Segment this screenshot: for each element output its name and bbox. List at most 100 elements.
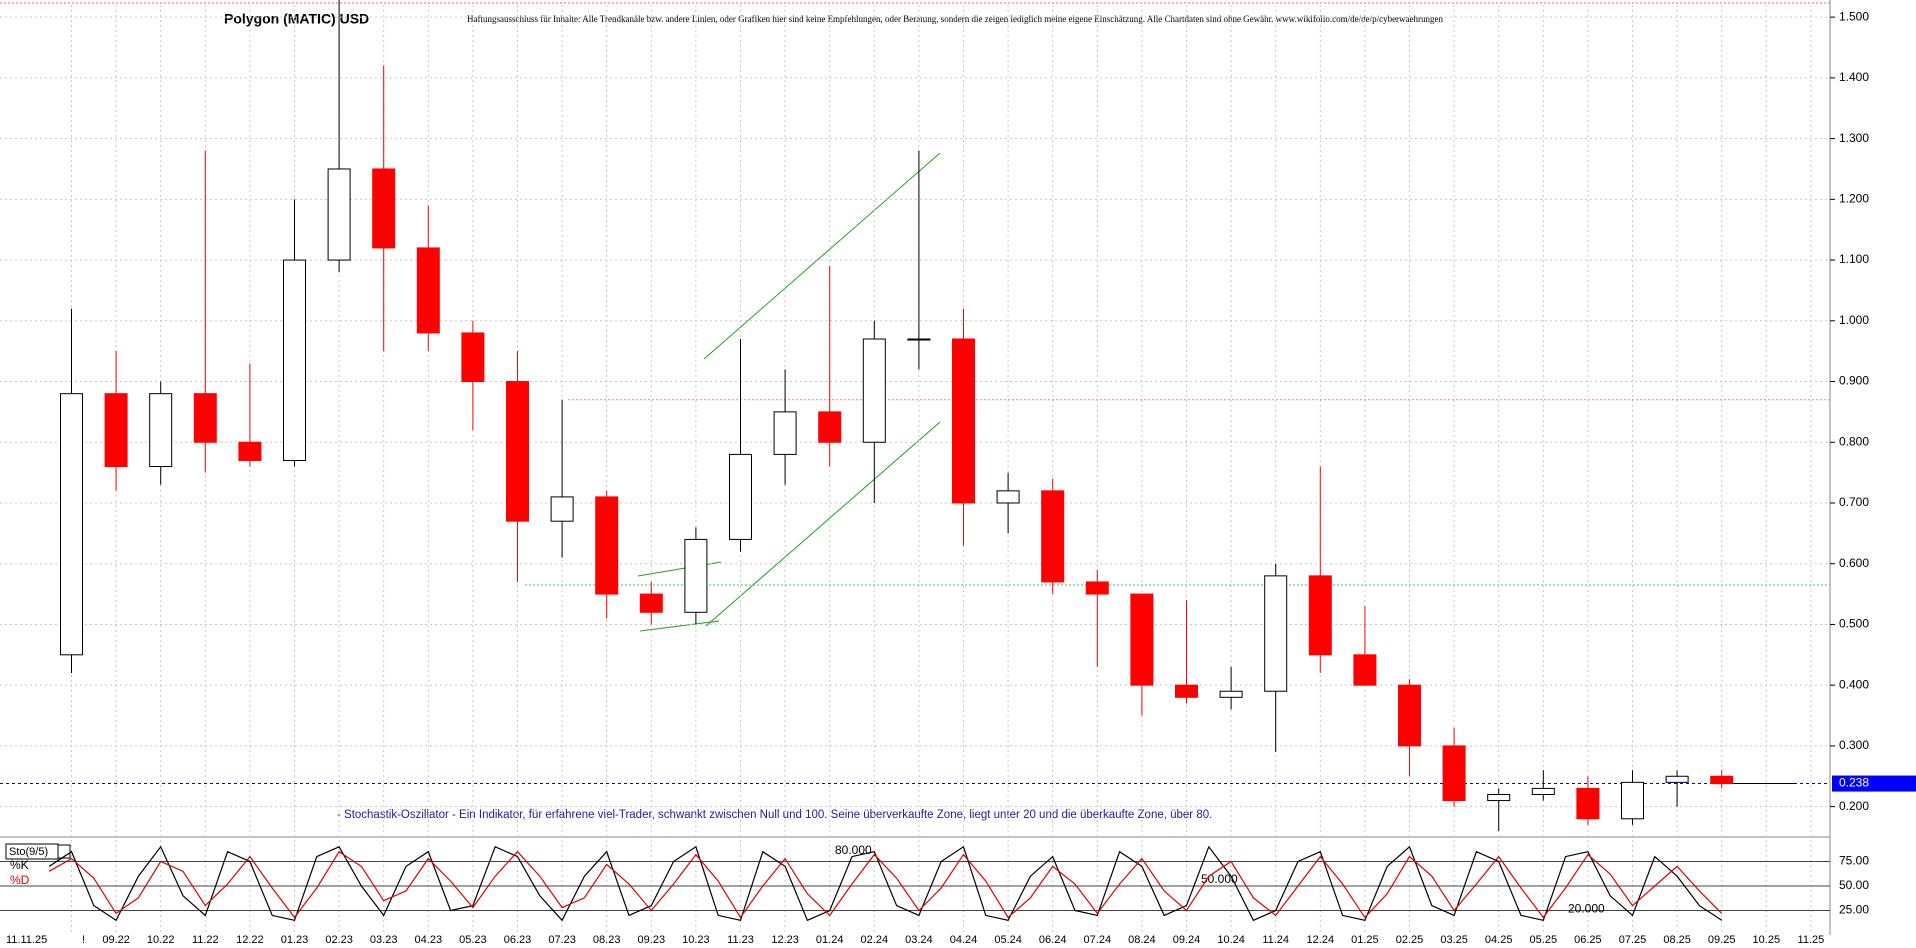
y-tick-label: 1.000 [1839,313,1869,327]
annotation: - Stochastik-Oszillator - Ein Indikator,… [337,809,1212,821]
candle-body [1041,490,1065,583]
x-tick-label: 10.22 [147,934,175,946]
x-tick-label: 08.25 [1663,934,1691,946]
x-tick-label: 11.23 [727,934,754,946]
chart-title: Polygon (MATIC) USD [224,11,369,27]
candle-body [416,247,440,334]
x-tick-label: 05.23 [459,934,487,946]
y-tick-label: 0.700 [1839,495,1869,509]
y-tick-label: 1.300 [1839,131,1869,145]
level-label: 20.000 [1568,902,1605,916]
x-tick-label: 12.24 [1307,934,1335,946]
candle-body [1665,775,1689,783]
candle-body [773,411,797,455]
y-tick-label: 1.500 [1839,9,1869,23]
y-tick-label: 1.100 [1839,252,1869,266]
x-tick-label: 04.25 [1485,934,1513,946]
x-tick-label: 08.24 [1128,934,1156,946]
x-tick-label: 02.25 [1396,934,1424,946]
x-tick-label: 09.25 [1708,934,1736,946]
x-tick-label: 12.22 [236,934,264,946]
x-tick-label: 10.24 [1217,934,1245,946]
candle-body [1175,684,1198,698]
disclaimer: Haftungsausschluss für Inhalte: Alle Tre… [467,14,1444,24]
candle-body [1264,575,1288,692]
sto-title: Sto(9/5) [9,846,48,858]
legend-entry: %D [10,873,30,887]
candle-body [729,453,752,540]
last-price-label: 0.238 [1839,776,1869,790]
x-tick-label: 06.25 [1574,934,1602,946]
candle-body [1576,787,1600,820]
x-tick-label: 03.23 [370,934,398,946]
candle-body [595,496,619,595]
x-tick-label: 07.23 [548,934,576,946]
x-tick-label: 12.23 [771,934,799,946]
x-tick-label: 11.22 [192,934,219,946]
candle-body [1353,654,1377,686]
candle-body [1487,793,1511,802]
last-price-box [1832,775,1916,792]
candle-body [1442,745,1466,802]
x-tick-label: 11.25 [1798,934,1825,946]
trendlines [637,152,941,632]
candle-body [104,393,128,468]
candle-body [1085,581,1109,595]
y-tick-label: 0.800 [1839,434,1869,448]
x-tick-label: 10.23 [682,934,710,946]
candle-body [1219,690,1243,698]
candle-body [1531,787,1555,795]
marker: ! [82,934,85,946]
date-label: 11.11.25 [6,934,47,946]
x-tick-label: 09.23 [638,934,666,946]
candle-body [1130,593,1154,686]
x-tick-label: 07.24 [1084,934,1112,946]
candle-body [818,411,842,443]
x-tick-label: 09.22 [102,934,130,946]
x-tick-label: 02.23 [325,934,353,946]
x-tick-label: 02.24 [861,934,889,946]
y-tick-label: 50.00 [1839,878,1869,892]
x-tick-label: 04.24 [950,934,978,946]
x-tick-label: 06.23 [504,934,532,946]
y-tick-label: 0.300 [1839,738,1869,752]
candle-body [372,168,396,249]
candle-body [862,338,886,443]
x-tick-label: 05.24 [994,934,1022,946]
x-tick-label: 07.25 [1619,934,1647,946]
x-tick-label: 09.24 [1173,934,1201,946]
y-tick-label: 25.00 [1839,903,1869,917]
y-tick-label: 0.500 [1839,617,1869,631]
x-tick-label: 06.24 [1039,934,1067,946]
candle-body [1621,781,1644,820]
candle-body [461,332,485,383]
x-tick-label: 03.24 [905,934,933,946]
candle-body [639,593,663,613]
candle-body [149,393,173,468]
indicator-line [48,850,1723,919]
level-label: 80.000 [835,843,872,857]
x-tick-label: 05.25 [1530,934,1558,946]
candle-body [238,441,262,461]
y-tick-label: 0.600 [1839,556,1869,570]
y-tick-label: 0.900 [1839,374,1869,388]
y-tick-label: 1.400 [1839,70,1869,84]
candle-body [283,259,306,461]
y-tick-label: 0.200 [1839,799,1869,813]
y-tick-label: 0.400 [1839,677,1869,691]
candle-body [506,381,529,522]
x-tick-label: 03.25 [1440,934,1468,946]
candle-body [60,393,83,656]
candle-body [1308,575,1332,656]
y-tick-label: 1.200 [1839,192,1869,206]
candle-body [907,338,931,341]
candle-body [550,496,574,522]
candle-body [327,168,351,261]
candle-body [193,393,217,443]
candle-body [952,338,975,504]
indicator-line [48,845,1723,922]
y-tick-label: 75.00 [1839,854,1869,868]
legend-entry: %K [10,858,29,872]
x-tick-label: 04.23 [415,934,443,946]
